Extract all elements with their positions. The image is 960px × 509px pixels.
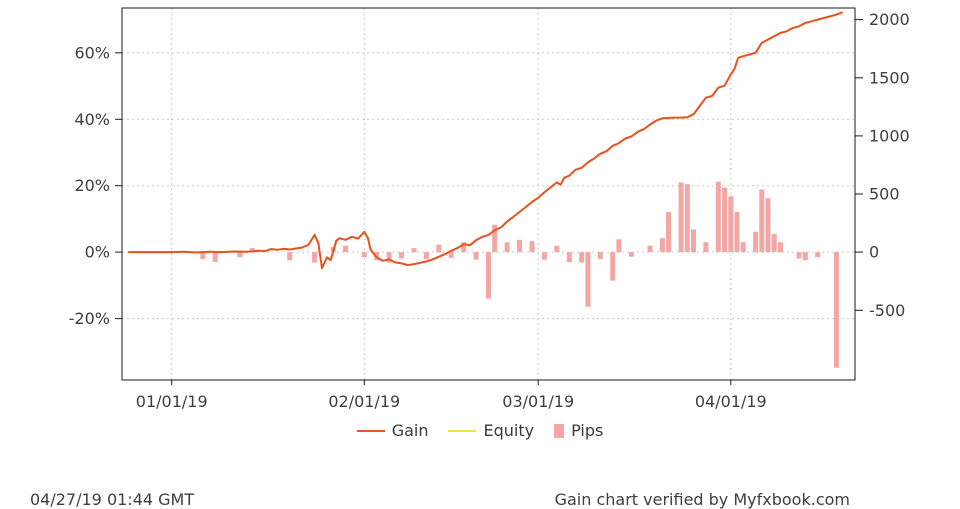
- equity-line-swatch: [448, 429, 477, 432]
- gain-line-swatch: [356, 429, 385, 432]
- svg-text:0: 0: [869, 243, 879, 262]
- svg-text:500: 500: [869, 185, 900, 204]
- svg-text:40%: 40%: [74, 110, 110, 129]
- svg-text:60%: 60%: [74, 43, 110, 62]
- svg-text:20%: 20%: [74, 176, 110, 195]
- svg-text:03/01/19: 03/01/19: [502, 392, 574, 411]
- svg-text:01/01/19: 01/01/19: [136, 392, 208, 411]
- svg-text:02/01/19: 02/01/19: [328, 392, 400, 411]
- svg-text:04/01/19: 04/01/19: [695, 392, 767, 411]
- chart-legend: Gain Equity Pips: [0, 421, 960, 440]
- svg-text:-20%: -20%: [69, 309, 110, 328]
- svg-text:2000: 2000: [869, 10, 910, 29]
- svg-text:-500: -500: [869, 301, 905, 320]
- chart-timestamp: 04/27/19 01:44 GMT: [30, 490, 195, 509]
- legend-item-pips: Pips: [554, 421, 603, 440]
- legend-label-gain: Gain: [391, 421, 429, 440]
- svg-text:1500: 1500: [869, 68, 910, 87]
- verification-text: Gain chart verified by Myfxbook.com: [554, 490, 850, 509]
- gain-chart: 60% 40% 20% 0% -20% 2000 1500 1000 500 0 -500 01/01…: [69, 7, 910, 411]
- legend-item-gain: Gain: [356, 421, 429, 440]
- legend-label-pips: Pips: [571, 421, 604, 440]
- legend-item-equity: Equity: [448, 421, 534, 440]
- legend-label-equity: Equity: [483, 421, 535, 440]
- svg-text:1000: 1000: [869, 126, 910, 145]
- svg-text:0%: 0%: [85, 243, 110, 262]
- pips-bar-swatch: [554, 423, 565, 438]
